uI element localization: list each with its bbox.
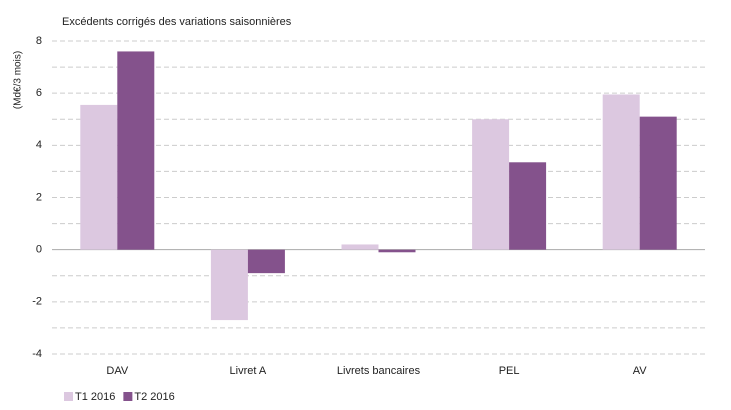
- y-tick-label: 4: [36, 139, 42, 151]
- x-tick-label: Livret A: [230, 365, 267, 377]
- y-axis-label: (Md€/3 mois): [13, 51, 24, 109]
- bar: [80, 104, 118, 250]
- x-tick-label: PEL: [499, 365, 520, 377]
- bar: [341, 244, 379, 250]
- y-tick-label: 2: [36, 191, 42, 203]
- bar: [378, 249, 416, 253]
- bar: [472, 119, 510, 250]
- y-tick-label: -4: [32, 348, 42, 360]
- y-tick-label: 8: [36, 35, 42, 47]
- chart-title: Excédents corrigés des variations saison…: [62, 16, 292, 28]
- bar: [247, 249, 285, 274]
- x-tick-label: Livrets bancaires: [337, 365, 421, 377]
- y-tick-label: 0: [36, 244, 42, 256]
- bar: [117, 51, 155, 250]
- bar: [509, 162, 547, 250]
- x-tick-label: DAV: [106, 365, 128, 377]
- legend-label: T2 2016: [134, 391, 174, 403]
- bar: [602, 94, 640, 250]
- x-tick-label: AV: [633, 365, 648, 377]
- y-tick-label: 6: [36, 87, 42, 99]
- y-tick-label: -2: [32, 296, 42, 308]
- bar: [639, 116, 677, 250]
- legend-swatch: [123, 392, 133, 401]
- legend-swatch: [64, 392, 73, 401]
- bar: [210, 249, 248, 321]
- legend-label: T1 2016: [75, 391, 115, 403]
